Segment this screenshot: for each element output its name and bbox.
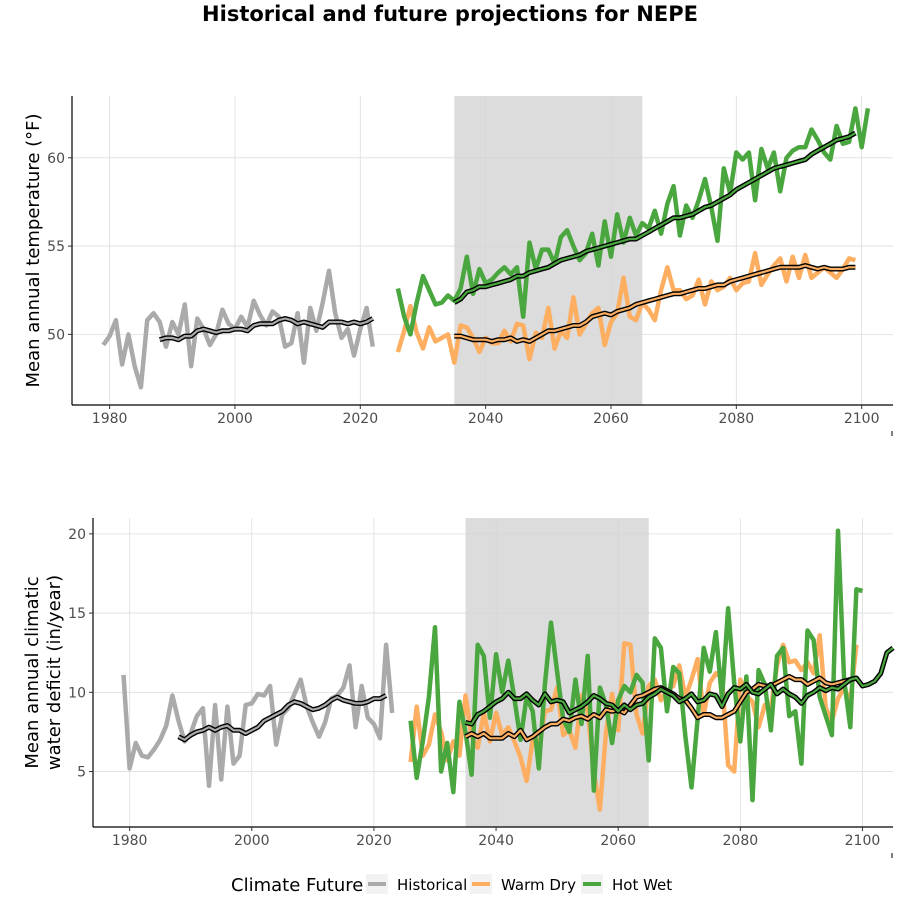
x-tick-label: 2060 <box>593 411 629 427</box>
y-tick-label: 10 <box>68 685 86 701</box>
moving-average-line-warm-dry <box>454 264 856 343</box>
moving-average-line-hot-wet <box>465 647 894 726</box>
x-tick-label: 2020 <box>356 833 392 849</box>
moving-average-line-historical <box>159 317 374 341</box>
y-axis-title-line: water deficit (in/year) <box>44 575 65 770</box>
series-line-historical <box>101 268 376 390</box>
legend-title: Climate Future <box>231 875 363 896</box>
legend-label-hot-wet: Hot Wet <box>612 876 672 894</box>
x-tick-label: 2040 <box>478 833 514 849</box>
x-tick-label: 1980 <box>92 411 128 427</box>
x-tick-label: 2080 <box>723 833 759 849</box>
series-line-hot-wet <box>395 106 871 337</box>
x-tick-label: 2000 <box>234 833 270 849</box>
y-tick-label: 15 <box>68 606 86 622</box>
legend: Climate Future Historical Warm Dry Hot W… <box>231 874 672 896</box>
moving-average-line-historical <box>178 694 387 741</box>
x-tick-label: 2020 <box>342 411 378 427</box>
y-tick-label: 20 <box>68 527 86 543</box>
x-tick-label: 2100 <box>845 833 881 849</box>
x-tick-label: 2100 <box>844 411 880 427</box>
legend-label-historical: Historical <box>397 876 467 894</box>
x-tick-label: 2080 <box>719 411 755 427</box>
y-tick-label: 55 <box>47 239 65 255</box>
series-line-historical <box>121 642 395 789</box>
y-axis-title: Mean annual climaticwater deficit (in/ye… <box>22 575 65 770</box>
y-tick-label: 60 <box>47 151 65 167</box>
moving-average-line-hot-wet <box>453 132 856 304</box>
y-axis-title: Mean annual temperature (°F) <box>23 113 44 387</box>
x-tick-label: 2000 <box>217 411 253 427</box>
y-tick-label: 5 <box>77 765 86 781</box>
x-tick-label: 2060 <box>600 833 636 849</box>
legend-label-warm-dry: Warm Dry <box>501 876 576 894</box>
y-axis-title-line: Mean annual climatic <box>22 576 43 768</box>
x-tick-label: 2040 <box>468 411 504 427</box>
y-tick-label: 50 <box>47 327 65 343</box>
figure-title: Historical and future projections for NE… <box>202 2 698 26</box>
x-tick-label: 1980 <box>112 833 148 849</box>
water-deficit-panel: 1980 2000 2020 2040 2060 2080 2100 5 10 15 20 Mean … <box>22 518 895 858</box>
